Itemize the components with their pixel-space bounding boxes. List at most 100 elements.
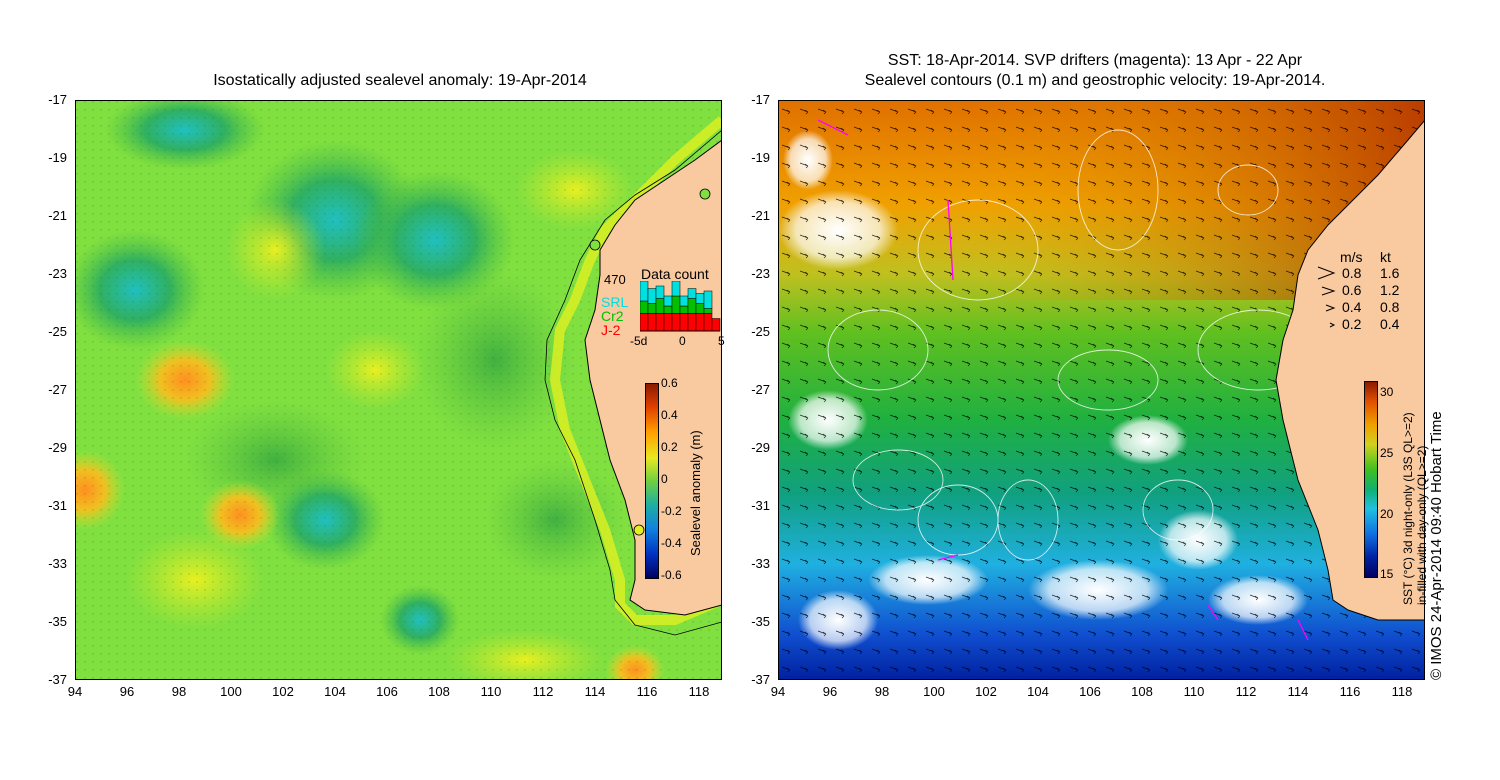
y-tick-label: -31	[48, 498, 67, 513]
x-tick-label: 108	[1131, 684, 1153, 699]
count-bar-cr2	[679, 305, 689, 314]
count-bar-srl	[671, 281, 681, 297]
x-tick-label: 106	[1079, 684, 1101, 699]
x-tick-label: 106	[376, 684, 398, 699]
sla-map[interactable]	[75, 100, 722, 680]
count-x-tick: 0	[679, 334, 686, 348]
x-tick-label: 100	[220, 684, 242, 699]
legend-arrow-0.8	[1317, 266, 1336, 280]
count-bar-cr2	[647, 303, 657, 314]
y-tick-label: -21	[48, 208, 67, 223]
count-bar-j2	[647, 313, 657, 332]
sst-colorbar-tick: 30	[1380, 385, 1394, 399]
y-tick-label: -33	[48, 556, 67, 571]
legend-arrow-0.4	[1325, 304, 1336, 312]
velocity-legend-arrows	[1317, 266, 1336, 328]
sla-colorbar-tick: 0.2	[661, 440, 678, 454]
sla-colorbar-label: Sealevel anomaly (m)	[688, 430, 703, 556]
sla-colorbar-tick: 0.4	[661, 408, 678, 422]
tide-gauge-marker[interactable]	[589, 239, 601, 251]
sla-colorbar-tick: -0.6	[661, 568, 682, 582]
sst-colorbar-tick: 15	[1380, 567, 1394, 581]
x-tick-label: 98	[874, 684, 890, 699]
left-panel-title: Isostatically adjusted sealevel anomaly:…	[213, 72, 587, 89]
sla-colorbar-tick: 0	[661, 472, 668, 486]
x-tick-label: 118	[1391, 684, 1413, 699]
data-count-title: Data count	[641, 266, 709, 282]
count-bar-cr2	[687, 298, 697, 314]
count-x-tick: -5d	[630, 334, 648, 348]
y-tick-label: -23	[751, 266, 770, 281]
y-tick-label: -25	[48, 324, 67, 339]
y-tick-label: -29	[751, 440, 770, 455]
x-tick-label: 114	[584, 684, 606, 699]
tide-gauge-marker[interactable]	[633, 524, 645, 536]
y-tick-label: -17	[48, 92, 67, 107]
x-tick-label: 94	[67, 684, 83, 699]
sst-colorbar-tick: 20	[1380, 507, 1394, 521]
velocity-kt-value: 0.4	[1380, 316, 1400, 332]
velocity-kt-value: 1.6	[1380, 265, 1400, 281]
right-panel-title-line2: Sealevel contours (0.1 m) and geostrophi…	[864, 72, 1326, 89]
x-tick-label: 114	[1287, 684, 1309, 699]
y-tick-label: -17	[751, 92, 770, 107]
y-tick-label: -19	[751, 150, 770, 165]
sla-colorbar-bar	[645, 383, 659, 579]
x-tick-label: 94	[770, 684, 786, 699]
y-tick-label: -31	[751, 498, 770, 513]
count-bar-j2	[711, 318, 721, 332]
count-bar-srl	[663, 295, 673, 307]
count-bar-j2	[695, 313, 705, 332]
velocity-unit-kt: kt	[1380, 249, 1391, 265]
count-bar-cr2	[640, 300, 649, 314]
sla-colorbar-tick: -0.2	[661, 504, 682, 518]
velocity-unit-ms: m/s	[1340, 249, 1363, 265]
sla-colorbar-tick: -0.4	[661, 536, 682, 550]
y-tick-label: -27	[48, 382, 67, 397]
sla-map-frame	[75, 100, 722, 680]
x-tick-label: 110	[480, 684, 502, 699]
x-tick-label: 96	[119, 684, 135, 699]
x-tick-label: 104	[324, 684, 346, 699]
tide-gauge-marker[interactable]	[699, 188, 711, 200]
sst-colorbar-bar	[1364, 381, 1378, 578]
y-tick-label: -33	[751, 556, 770, 571]
y-tick-label: -25	[751, 324, 770, 339]
count-x-tick: 5	[718, 334, 725, 348]
sst-map-frame	[778, 100, 1425, 680]
count-bar-srl	[695, 293, 705, 304]
x-tick-label: 118	[688, 684, 710, 699]
count-bar-srl	[679, 295, 689, 307]
right-panel-title-line1: SST: 18-Apr-2014. SVP drifters (magenta)…	[887, 52, 1303, 69]
x-tick-label: 98	[171, 684, 187, 699]
y-tick-label: -29	[48, 440, 67, 455]
mission-label-srl: SRL	[601, 294, 629, 310]
count-bar-cr2	[655, 298, 665, 314]
velocity-ms-value: 0.6	[1342, 282, 1362, 298]
y-tick-label: -19	[48, 150, 67, 165]
sst-map[interactable]	[778, 100, 1425, 680]
x-tick-label: 96	[822, 684, 838, 699]
velocity-kt-value: 1.2	[1380, 282, 1400, 298]
y-tick-label: -27	[751, 382, 770, 397]
y-tick-label: -21	[751, 208, 770, 223]
velocity-ms-value: 0.8	[1342, 265, 1362, 281]
data-count-total: 470	[604, 272, 626, 287]
x-tick-label: 110	[1183, 684, 1205, 699]
count-bar-srl	[703, 290, 713, 309]
sla-coastline	[584, 139, 722, 616]
count-bar-j2	[663, 313, 673, 332]
count-bar-srl	[687, 288, 697, 299]
x-tick-label: 100	[923, 684, 945, 699]
count-bar-srl	[647, 288, 657, 304]
count-bar-j2	[687, 313, 697, 332]
x-tick-label: 108	[428, 684, 450, 699]
sst-colorbar-tick: 25	[1380, 446, 1394, 460]
count-bar-srl	[640, 281, 649, 302]
y-tick-label: -35	[751, 614, 770, 629]
mission-label-j2: J-2	[601, 322, 621, 338]
x-tick-label: 102	[272, 684, 294, 699]
count-bar-cr2	[695, 303, 705, 314]
x-tick-label: 104	[1027, 684, 1049, 699]
svp-drifter-tracks	[817, 119, 1309, 641]
